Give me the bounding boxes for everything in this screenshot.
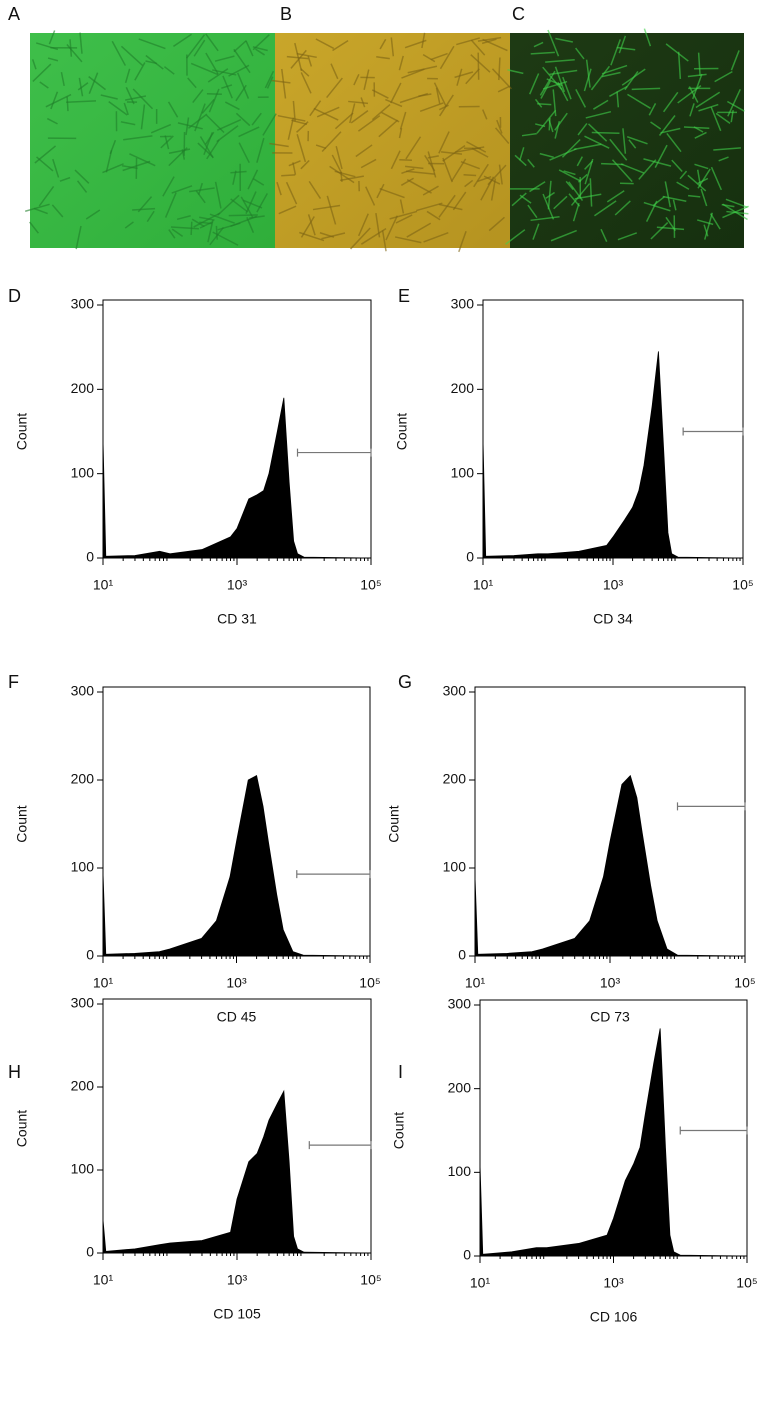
x-tick-label: 10⁵ xyxy=(360,577,381,593)
y-axis-label: Count xyxy=(14,805,30,842)
cell xyxy=(229,215,258,216)
x-tick-label: 10¹ xyxy=(93,577,114,593)
y-tick-label: 100 xyxy=(71,1161,95,1177)
micrograph-c xyxy=(510,33,744,248)
y-tick-label: 200 xyxy=(71,771,95,787)
panel-letter: A xyxy=(8,4,20,24)
cell xyxy=(464,175,477,176)
gate-marker xyxy=(298,449,371,457)
x-tick-label: 10¹ xyxy=(470,1275,491,1291)
y-tick-label: 200 xyxy=(71,1078,95,1094)
y-tick-label: 100 xyxy=(448,1163,472,1179)
cell xyxy=(67,97,68,112)
x-tick-label: 10³ xyxy=(600,975,621,991)
y-axis-label: Count xyxy=(386,805,402,842)
x-tick-label: 10⁵ xyxy=(359,975,380,991)
x-axis-label: CD 31 xyxy=(217,611,257,627)
panel-letter: D xyxy=(8,286,21,306)
gate-marker xyxy=(680,1127,747,1135)
y-tick-label: 200 xyxy=(451,380,475,396)
y-tick-label: 100 xyxy=(71,859,95,875)
x-tick-label: 10¹ xyxy=(93,1272,114,1288)
y-tick-label: 300 xyxy=(71,296,95,312)
histogram-area xyxy=(103,776,370,956)
x-axis-label: CD 105 xyxy=(213,1306,261,1322)
cell xyxy=(601,164,623,165)
x-tick-label: 10³ xyxy=(227,577,248,593)
x-tick-label: 10³ xyxy=(603,577,624,593)
y-tick-label: 300 xyxy=(451,296,475,312)
y-tick-label: 100 xyxy=(451,464,475,480)
gate-marker xyxy=(297,870,370,878)
histogram-area xyxy=(480,1028,747,1256)
y-tick-label: 300 xyxy=(71,683,95,699)
x-tick-label: 10¹ xyxy=(465,975,486,991)
x-axis-label: CD 73 xyxy=(590,1009,630,1025)
cell xyxy=(592,132,620,133)
x-axis-label: CD 106 xyxy=(590,1309,638,1325)
x-axis-label: CD 34 xyxy=(593,611,633,627)
x-tick-label: 10³ xyxy=(603,1275,624,1291)
gate-marker xyxy=(678,802,746,810)
gate-marker xyxy=(683,428,743,436)
micrographs xyxy=(25,29,748,252)
histogram-area xyxy=(475,776,745,956)
y-axis-label: Count xyxy=(391,1112,407,1149)
panel-letter: E xyxy=(398,286,410,306)
y-tick-label: 100 xyxy=(443,859,467,875)
y-tick-label: 200 xyxy=(71,380,95,396)
x-axis-label: CD 45 xyxy=(217,1009,257,1025)
x-tick-label: 10³ xyxy=(226,975,247,991)
panel-letter: B xyxy=(280,4,292,24)
cell xyxy=(632,88,660,89)
y-axis-label: Count xyxy=(394,413,410,450)
x-tick-label: 10³ xyxy=(227,1272,248,1288)
x-tick-label: 10⁵ xyxy=(734,975,755,991)
panel-letter: G xyxy=(398,672,412,692)
cell xyxy=(216,226,217,240)
x-tick-label: 10⁵ xyxy=(732,577,753,593)
panel-letter: F xyxy=(8,672,19,692)
y-tick-label: 0 xyxy=(86,1244,94,1260)
y-tick-label: 0 xyxy=(86,947,94,963)
cell xyxy=(549,118,550,131)
y-tick-label: 200 xyxy=(448,1079,472,1095)
y-tick-label: 0 xyxy=(466,549,474,565)
y-axis-label: Count xyxy=(14,413,30,450)
x-tick-label: 10¹ xyxy=(93,975,114,991)
panel-letter: C xyxy=(512,4,525,24)
histogram-area xyxy=(103,1091,371,1253)
y-tick-label: 300 xyxy=(448,996,472,1012)
y-tick-label: 300 xyxy=(443,683,467,699)
histogram-area xyxy=(483,351,743,558)
y-axis-label: Count xyxy=(14,1110,30,1147)
x-tick-label: 10⁵ xyxy=(360,1272,381,1288)
plot-frame xyxy=(483,300,743,558)
histogram-area xyxy=(103,398,371,558)
x-tick-label: 10⁵ xyxy=(736,1275,757,1291)
y-tick-label: 100 xyxy=(71,464,95,480)
y-tick-label: 200 xyxy=(443,771,467,787)
y-tick-label: 0 xyxy=(86,549,94,565)
panel-letter: H xyxy=(8,1062,21,1082)
cell xyxy=(281,175,295,176)
y-tick-label: 0 xyxy=(458,947,466,963)
panel-letter: I xyxy=(398,1062,403,1082)
plot-frame xyxy=(103,300,371,558)
x-tick-label: 10¹ xyxy=(473,577,494,593)
y-tick-label: 300 xyxy=(71,995,95,1011)
y-tick-label: 0 xyxy=(463,1247,471,1263)
gate-marker xyxy=(309,1141,371,1149)
